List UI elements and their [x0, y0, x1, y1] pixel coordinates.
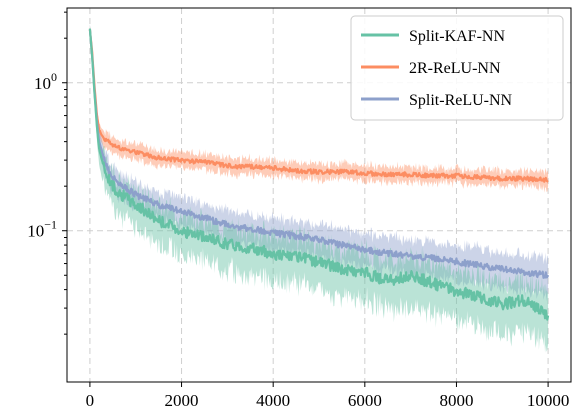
legend: Split-KAF-NN 2R-ReLU-NN Split-ReLU-NN: [350, 15, 564, 121]
band-split-relu-nn: [89, 24, 549, 302]
x-tick-label: 6000: [348, 391, 382, 410]
y-tick-label: 100: [34, 70, 57, 93]
confidence-bands: [89, 24, 549, 353]
x-tick-label: 2000: [165, 391, 199, 410]
x-tick-label: 8000: [439, 391, 473, 410]
band-split-kaf-nn: [89, 24, 549, 353]
legend-label-split-kaf-nn: Split-KAF-NN: [409, 28, 505, 45]
series-lines: [88, 28, 550, 321]
legend-box: [350, 15, 564, 121]
line-split-kaf-nn: [88, 28, 550, 321]
axis-ticks: [62, 11, 549, 387]
x-tick-label: 10000: [527, 391, 570, 410]
legend-label-2r-relu-nn: 2R-ReLU-NN: [409, 60, 501, 77]
x-tick-label: 0: [86, 391, 95, 410]
plot-frame: [66, 7, 572, 383]
y-tick-labels: 100 10−1: [27, 70, 57, 241]
line-2r-relu-nn: [88, 29, 549, 183]
x-tick-label: 4000: [256, 391, 290, 410]
line-split-relu-nn: [88, 29, 550, 279]
x-tick-labels: 0 2000 4000 6000 8000 10000: [86, 391, 570, 410]
legend-label-split-relu-nn: Split-ReLU-NN: [409, 92, 513, 109]
y-tick-label: 10−1: [27, 218, 57, 241]
band-2r-relu-nn: [89, 25, 549, 193]
